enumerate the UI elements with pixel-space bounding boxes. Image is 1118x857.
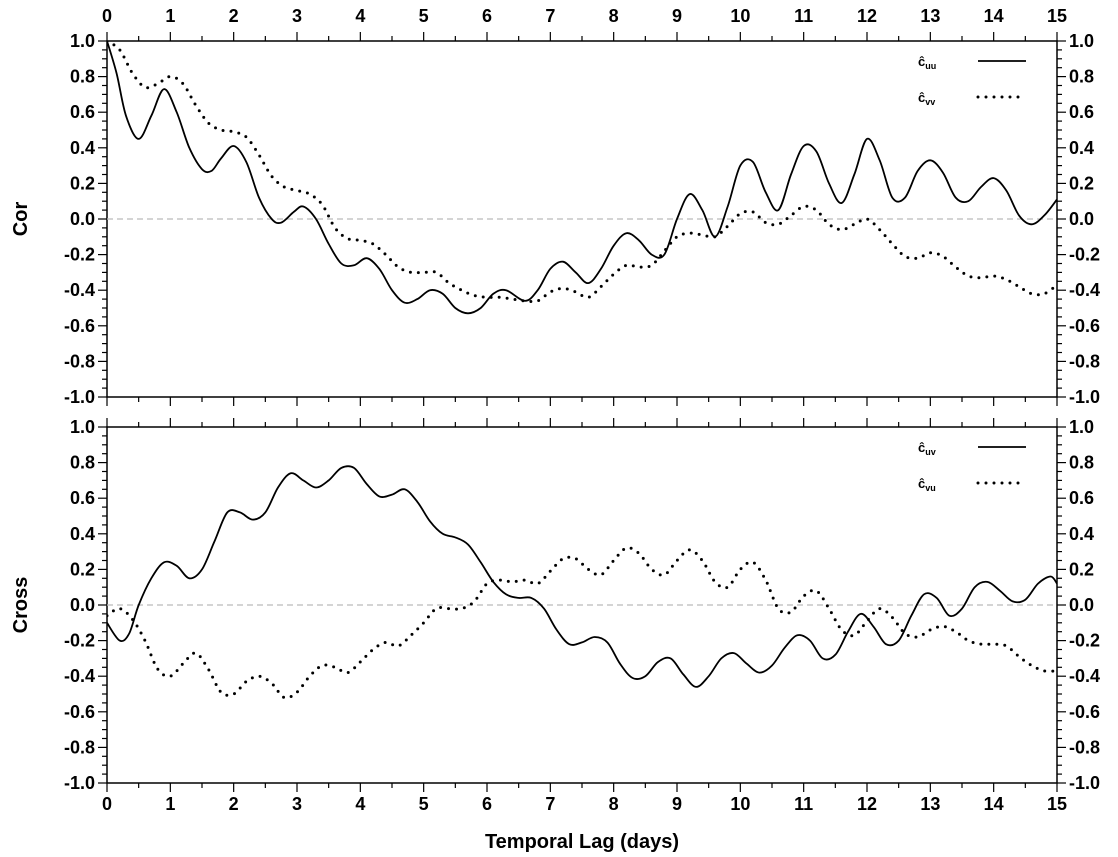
x-tick-label-top: 8: [609, 6, 619, 26]
y-tick-label-left: 0.8: [70, 453, 95, 473]
x-tick-label-top: 1: [165, 6, 175, 26]
y-axis-title-cor: Cor: [10, 202, 32, 237]
x-axis-title: Temporal Lag (days): [485, 831, 679, 853]
x-tick-label-bottom: 10: [730, 794, 750, 814]
legend-label-uv: ĉuv: [918, 440, 936, 457]
y-tick-label-right: -0.4: [1069, 666, 1100, 686]
y-tick-label-left: -0.4: [64, 666, 95, 686]
x-tick-label-top: 4: [355, 6, 365, 26]
y-tick-label-right: 0.2: [1069, 559, 1094, 579]
x-tick-label-top: 6: [482, 6, 492, 26]
x-tick-label-top: 0: [102, 6, 112, 26]
x-tick-label-top: 2: [229, 6, 239, 26]
y-tick-label-left: -0.8: [64, 737, 95, 757]
y-tick-label-left: -1.0: [64, 773, 95, 793]
x-tick-label-bottom: 7: [545, 794, 555, 814]
y-tick-label-right: -0.6: [1069, 702, 1100, 722]
y-tick-label-left: -0.6: [64, 316, 95, 336]
panel-cor: 0 1 2 3 4 5 6 7 8 9 10 11 12 13 14 151.0 1.00.8 0.80.6 0.6…: [64, 6, 1100, 407]
y-tick-label-right: -0.4: [1069, 280, 1100, 300]
x-tick-label-bottom: 11: [794, 794, 813, 814]
x-tick-label-top: 10: [730, 6, 750, 26]
y-tick-label-left: 0.0: [70, 595, 95, 615]
x-tick-label-bottom: 12: [857, 794, 877, 814]
series-line-vv: [107, 41, 1057, 304]
y-tick-label-left: -0.6: [64, 702, 95, 722]
y-tick-label-right: -1.0: [1069, 773, 1100, 793]
y-tick-label-left: 0.2: [70, 559, 95, 579]
series-line-vu: [107, 546, 1057, 700]
x-tick-label-top: 13: [920, 6, 940, 26]
x-tick-label-top: 15: [1047, 6, 1067, 26]
y-tick-label-left: 0.4: [70, 138, 95, 158]
y-tick-label-right: 0.8: [1069, 453, 1094, 473]
x-tick-label-bottom: 14: [984, 794, 1004, 814]
y-tick-label-right: 0.4: [1069, 138, 1094, 158]
y-tick-label-left: -0.2: [64, 245, 95, 265]
y-tick-label-right: 0.4: [1069, 524, 1094, 544]
x-tick-label-bottom: 15: [1047, 794, 1067, 814]
x-tick-label-top: 3: [292, 6, 302, 26]
legend-label-vu: ĉvu: [918, 476, 936, 493]
y-tick-label-left: -1.0: [64, 387, 95, 407]
y-tick-label-right: 0.0: [1069, 595, 1094, 615]
y-tick-label-left: 0.6: [70, 488, 95, 508]
x-tick-label-bottom: 1: [165, 794, 175, 814]
y-tick-label-left: 1.0: [70, 417, 95, 437]
legend-label-uu: ĉuu: [918, 54, 936, 71]
y-tick-label-left: 0.0: [70, 209, 95, 229]
y-tick-label-left: 0.4: [70, 524, 95, 544]
y-tick-label-right: 0.6: [1069, 488, 1094, 508]
y-tick-label-right: -0.8: [1069, 737, 1100, 757]
x-tick-label-bottom: 9: [672, 794, 682, 814]
y-tick-label-right: -0.6: [1069, 316, 1100, 336]
y-tick-label-right: -0.2: [1069, 245, 1100, 265]
y-tick-label-left: -0.2: [64, 631, 95, 651]
x-tick-label-top: 9: [672, 6, 682, 26]
x-tick-label-bottom: 5: [419, 794, 429, 814]
y-tick-label-right: 0.0: [1069, 209, 1094, 229]
x-tick-label-top: 7: [545, 6, 555, 26]
y-tick-label-right: 1.0: [1069, 31, 1094, 51]
x-tick-label-bottom: 13: [920, 794, 940, 814]
y-tick-label-right: -1.0: [1069, 387, 1100, 407]
panel-cross: 0 1 2 3 4 5 6 7 8 9 10 11 12 13 14 151.0 1.00.8 0.80.6 0.6…: [64, 417, 1100, 814]
x-tick-label-bottom: 3: [292, 794, 302, 814]
x-tick-label-top: 12: [857, 6, 877, 26]
y-tick-label-left: -0.8: [64, 351, 95, 371]
x-tick-label-top: 5: [419, 6, 429, 26]
x-tick-label-bottom: 0: [102, 794, 112, 814]
y-tick-label-right: -0.8: [1069, 351, 1100, 371]
series-group: [107, 465, 1057, 700]
x-tick-label-bottom: 8: [609, 794, 619, 814]
y-tick-label-left: 0.6: [70, 102, 95, 122]
legend-label-vv: ĉvv: [918, 90, 935, 107]
y-tick-label-right: -0.2: [1069, 631, 1100, 651]
x-tick-label-bottom: 6: [482, 794, 492, 814]
y-tick-label-right: 1.0: [1069, 417, 1094, 437]
y-tick-label-right: 0.6: [1069, 102, 1094, 122]
series-line-uu: [107, 41, 1057, 315]
y-tick-label-right: 0.8: [1069, 67, 1094, 87]
x-tick-label-top: 11: [794, 6, 813, 26]
series-group: [107, 41, 1057, 315]
y-tick-label-left: 0.2: [70, 173, 95, 193]
y-tick-label-left: 1.0: [70, 31, 95, 51]
y-axis-title-cross: Cross: [10, 577, 32, 634]
x-tick-label-bottom: 2: [229, 794, 239, 814]
x-tick-label-top: 14: [984, 6, 1004, 26]
x-tick-label-bottom: 4: [355, 794, 365, 814]
y-tick-label-left: 0.8: [70, 67, 95, 87]
series-line-uv: [107, 465, 1057, 688]
y-tick-label-left: -0.4: [64, 280, 95, 300]
y-tick-label-right: 0.2: [1069, 173, 1094, 193]
